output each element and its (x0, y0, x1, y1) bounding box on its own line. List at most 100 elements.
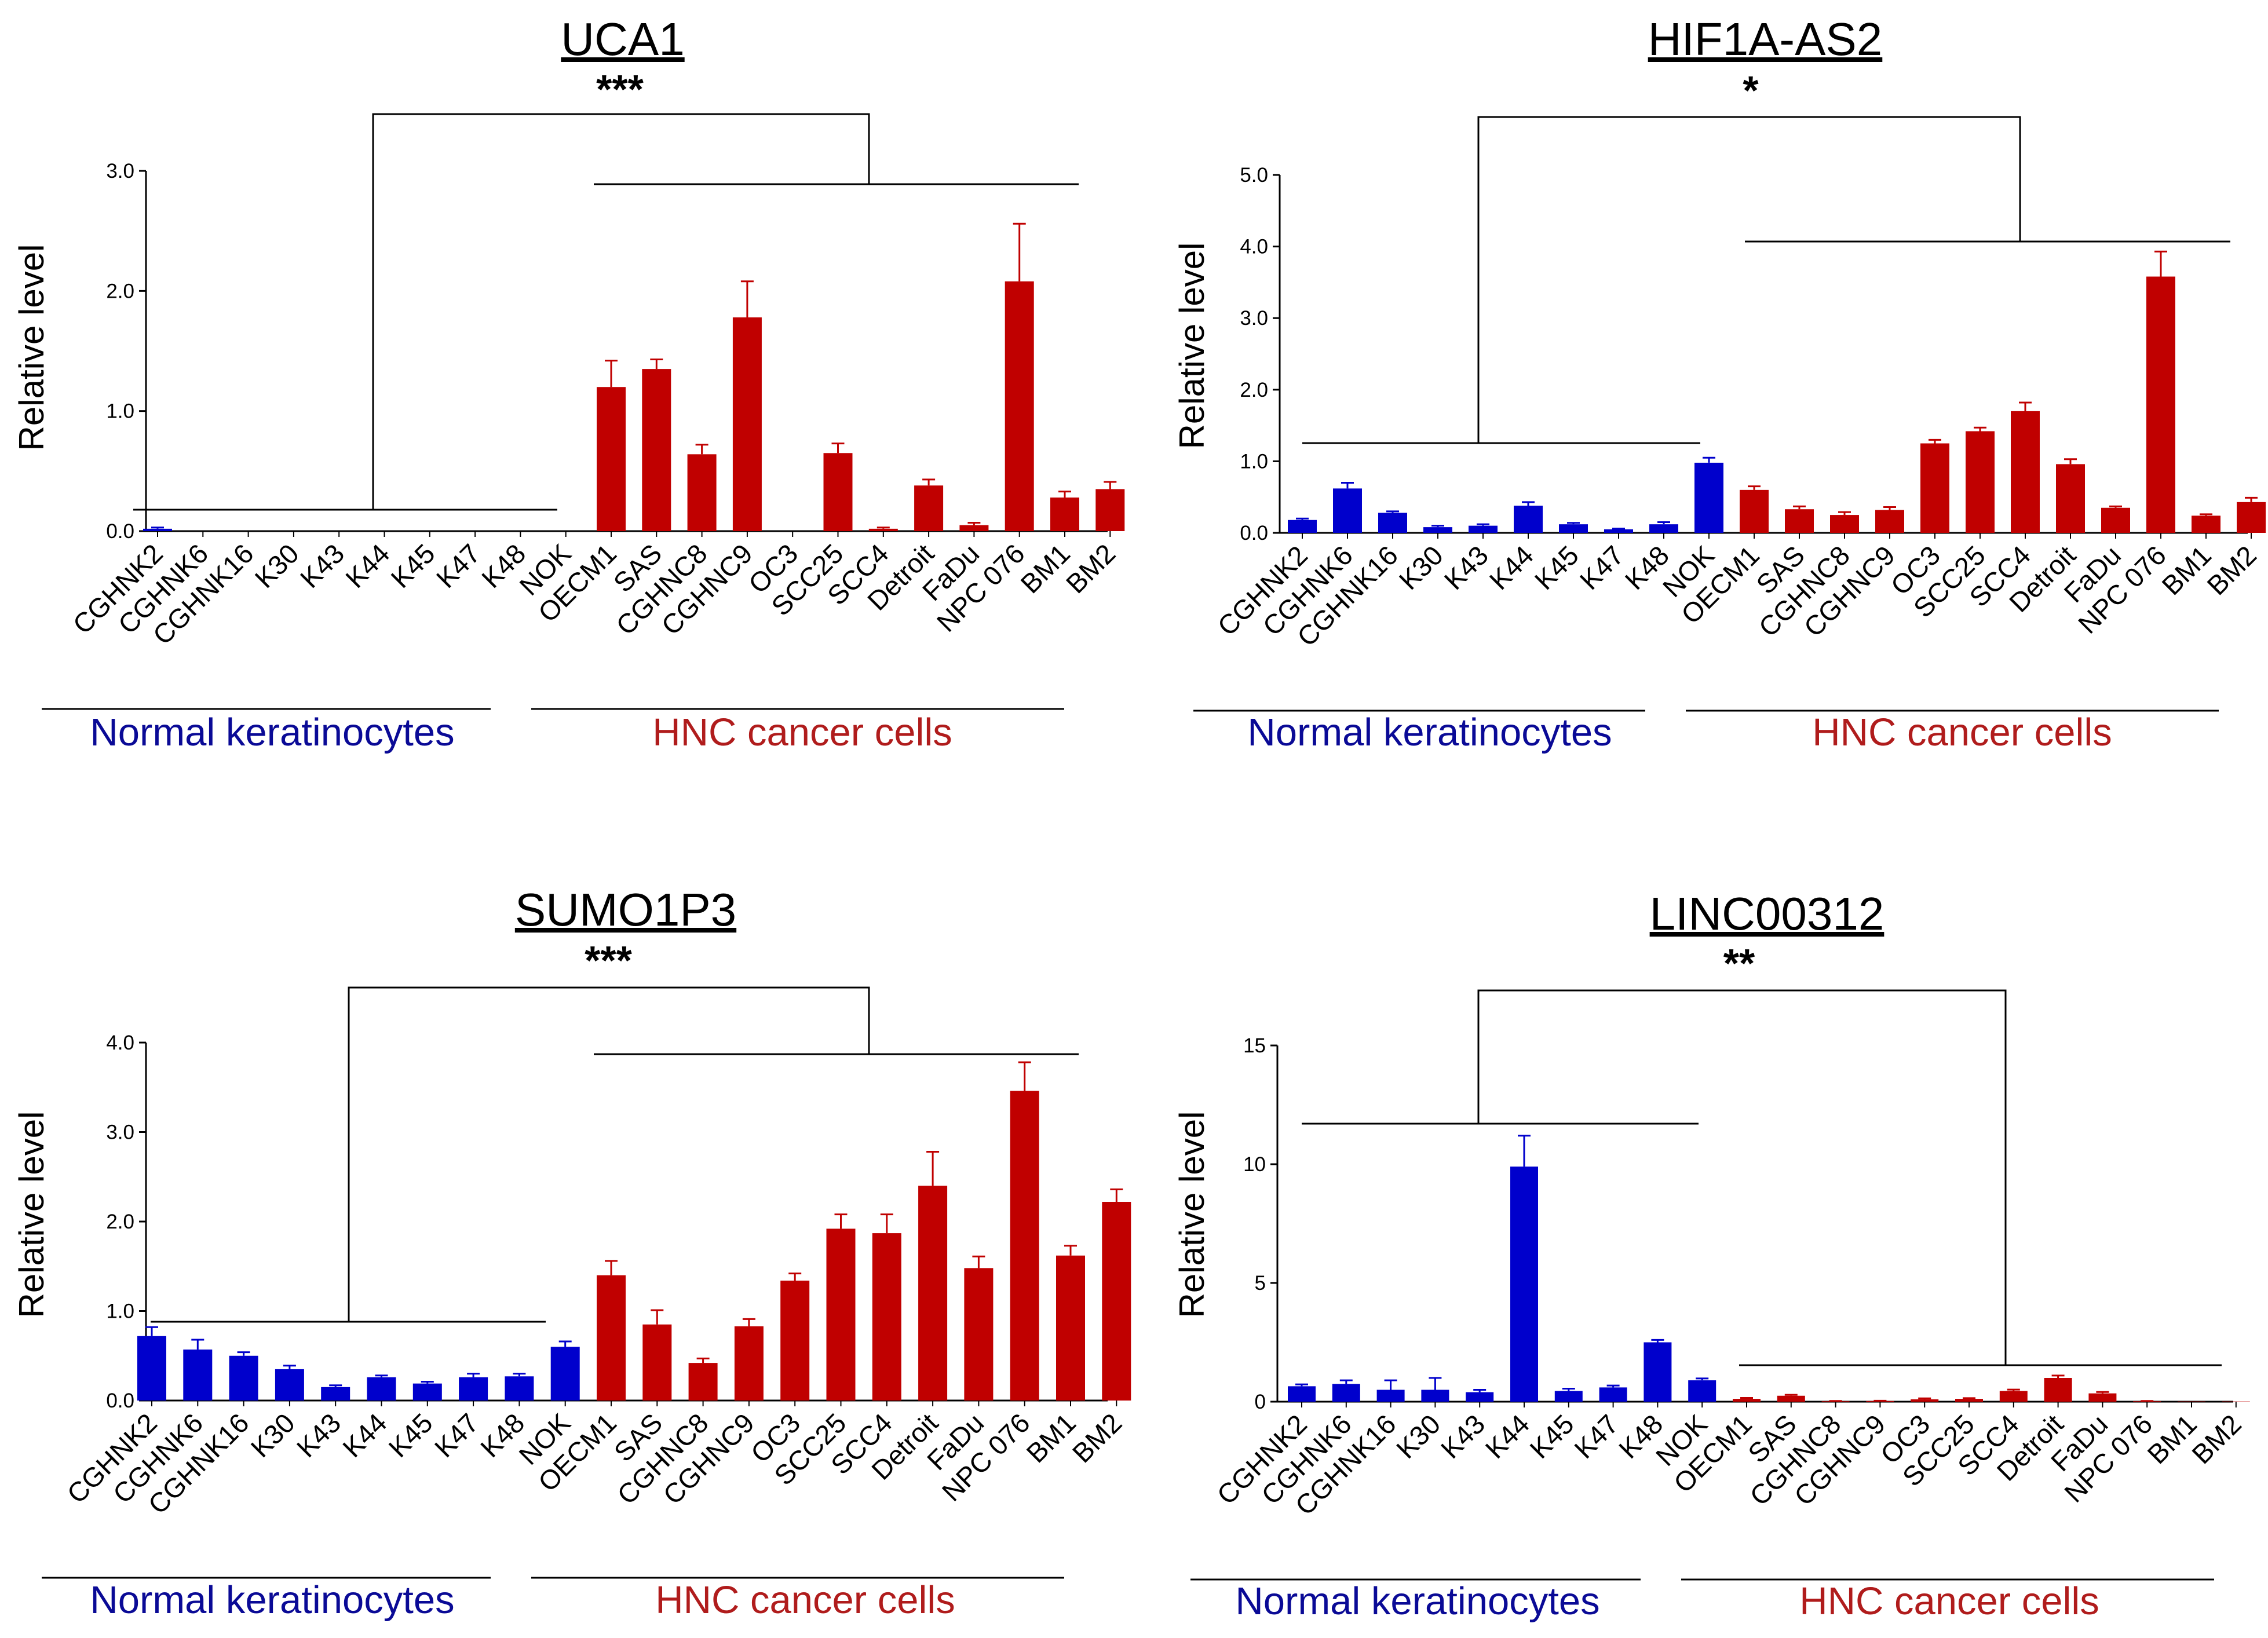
bar (275, 1369, 304, 1401)
bar (959, 525, 989, 531)
y-tick-label: 4.0 (1240, 236, 1268, 258)
y-axis-label: Relative level (1173, 243, 1211, 449)
bar (1911, 1399, 1939, 1402)
bar (1688, 1380, 1716, 1402)
bar (826, 1228, 856, 1401)
x-tick-label: K43 (291, 1407, 347, 1464)
y-tick-label: 1.0 (106, 400, 134, 423)
bar (687, 454, 717, 531)
bar (868, 528, 898, 531)
bar (2011, 411, 2040, 533)
group-label-cancer: HNC cancer cells (1812, 711, 2112, 754)
plot-area: 0.01.02.03.04.05.0CGHNK2CGHNK6CGHNK16K30… (1211, 116, 2266, 652)
x-tick-label: K45 (385, 538, 441, 594)
panel-hif1a-as2: HIF1A-AS2 * Relative level Normal kerati… (1173, 13, 2266, 754)
y-tick-label: 1.0 (1240, 450, 1268, 473)
chart-title: HIF1A-AS2 (1648, 13, 1883, 65)
y-tick-label: 3.0 (106, 160, 134, 182)
y-tick-label: 4.0 (106, 1032, 134, 1054)
bar (1423, 527, 1452, 533)
group-label-cancer: HNC cancer cells (652, 711, 952, 754)
bar (1469, 525, 1498, 533)
x-tick-label: K47 (429, 1407, 485, 1464)
bar (1056, 1255, 1085, 1401)
x-tick-label: K44 (337, 1407, 393, 1464)
bar (229, 1355, 258, 1401)
group-label-cancer: HNC cancer cells (1799, 1580, 2099, 1623)
y-tick-label: 0.0 (106, 1390, 134, 1412)
x-tick-label: K43 (294, 538, 350, 594)
bar (1955, 1399, 1983, 1402)
bar (183, 1349, 213, 1401)
x-tick-label: BM2 (2186, 1409, 2247, 1470)
bar (2192, 515, 2220, 533)
bar (1559, 524, 1588, 533)
bar (1644, 1342, 1672, 1402)
bar (823, 453, 853, 531)
bar (1604, 529, 1633, 533)
x-tick-label: BM1 (2156, 540, 2217, 601)
x-tick-label: BM2 (2201, 540, 2262, 601)
bar (1785, 509, 1814, 533)
bar (412, 1383, 442, 1401)
x-tick-label: K47 (1568, 1409, 1624, 1465)
x-tick-label: K44 (339, 538, 396, 594)
significance-bracket (151, 986, 1079, 1323)
bar (1694, 462, 1723, 533)
bar (1920, 443, 1949, 533)
bracket-connector (348, 986, 870, 1322)
group-label-normal: Normal keratinocytes (1235, 1580, 1599, 1623)
chart-title: LINC00312 (1650, 888, 1884, 939)
y-tick-label: 1.0 (106, 1300, 134, 1323)
y-tick-label: 5.0 (1240, 164, 1268, 187)
chart-title: UCA1 (561, 13, 684, 65)
bar (1510, 1167, 1538, 1402)
y-tick-label: 5 (1255, 1272, 1266, 1295)
bar (964, 1268, 994, 1401)
x-tick-label: BM2 (1060, 538, 1122, 599)
bar (914, 485, 944, 531)
bar (1514, 506, 1543, 533)
x-tick-label: K45 (1524, 1409, 1580, 1465)
bar (2056, 464, 2085, 533)
x-tick-label: K44 (1479, 1409, 1535, 1465)
x-tick-label: K30 (249, 538, 305, 594)
x-tick-label: K30 (244, 1407, 301, 1464)
x-tick-label: BM2 (1067, 1407, 1128, 1469)
y-tick-label: 0.0 (106, 520, 134, 543)
y-tick-label: 3.0 (1240, 307, 1268, 330)
significance-stars: ** (1723, 941, 1755, 986)
y-tick-label: 0.0 (1240, 522, 1268, 544)
bar (459, 1377, 488, 1401)
y-tick-label: 2.0 (106, 1211, 134, 1233)
bar (137, 1336, 166, 1401)
y-axis-label: Relative level (12, 1112, 51, 1318)
bar (505, 1376, 534, 1401)
bar (1966, 431, 1995, 533)
bar (1050, 497, 1079, 531)
bar (1102, 1202, 1131, 1401)
x-tick-label: K30 (1390, 1409, 1447, 1465)
bar (1378, 513, 1407, 533)
bar (1777, 1395, 1805, 1402)
bar (367, 1377, 396, 1401)
bar (780, 1280, 810, 1401)
bar (1332, 1384, 1360, 1402)
x-tick-label: K43 (1435, 1409, 1491, 1465)
y-axis-label: Relative level (1173, 1112, 1211, 1318)
bar (1095, 489, 1125, 531)
bar (1466, 1392, 1494, 1402)
bar (1999, 1391, 2028, 1402)
plot-area: 0.01.02.03.04.0CGHNK2CGHNK6CGHNK16K30K43… (61, 986, 1131, 1520)
significance-stars: * (1743, 68, 1759, 113)
x-tick-label: K47 (430, 538, 487, 594)
bar (732, 317, 762, 531)
chart-title: SUMO1P3 (515, 884, 736, 935)
bar (918, 1186, 948, 1401)
bar (1649, 524, 1678, 533)
significance-bracket (1302, 989, 2222, 1366)
bar (872, 1233, 901, 1401)
bar (1875, 510, 1904, 533)
y-tick-label: 2.0 (106, 280, 134, 302)
